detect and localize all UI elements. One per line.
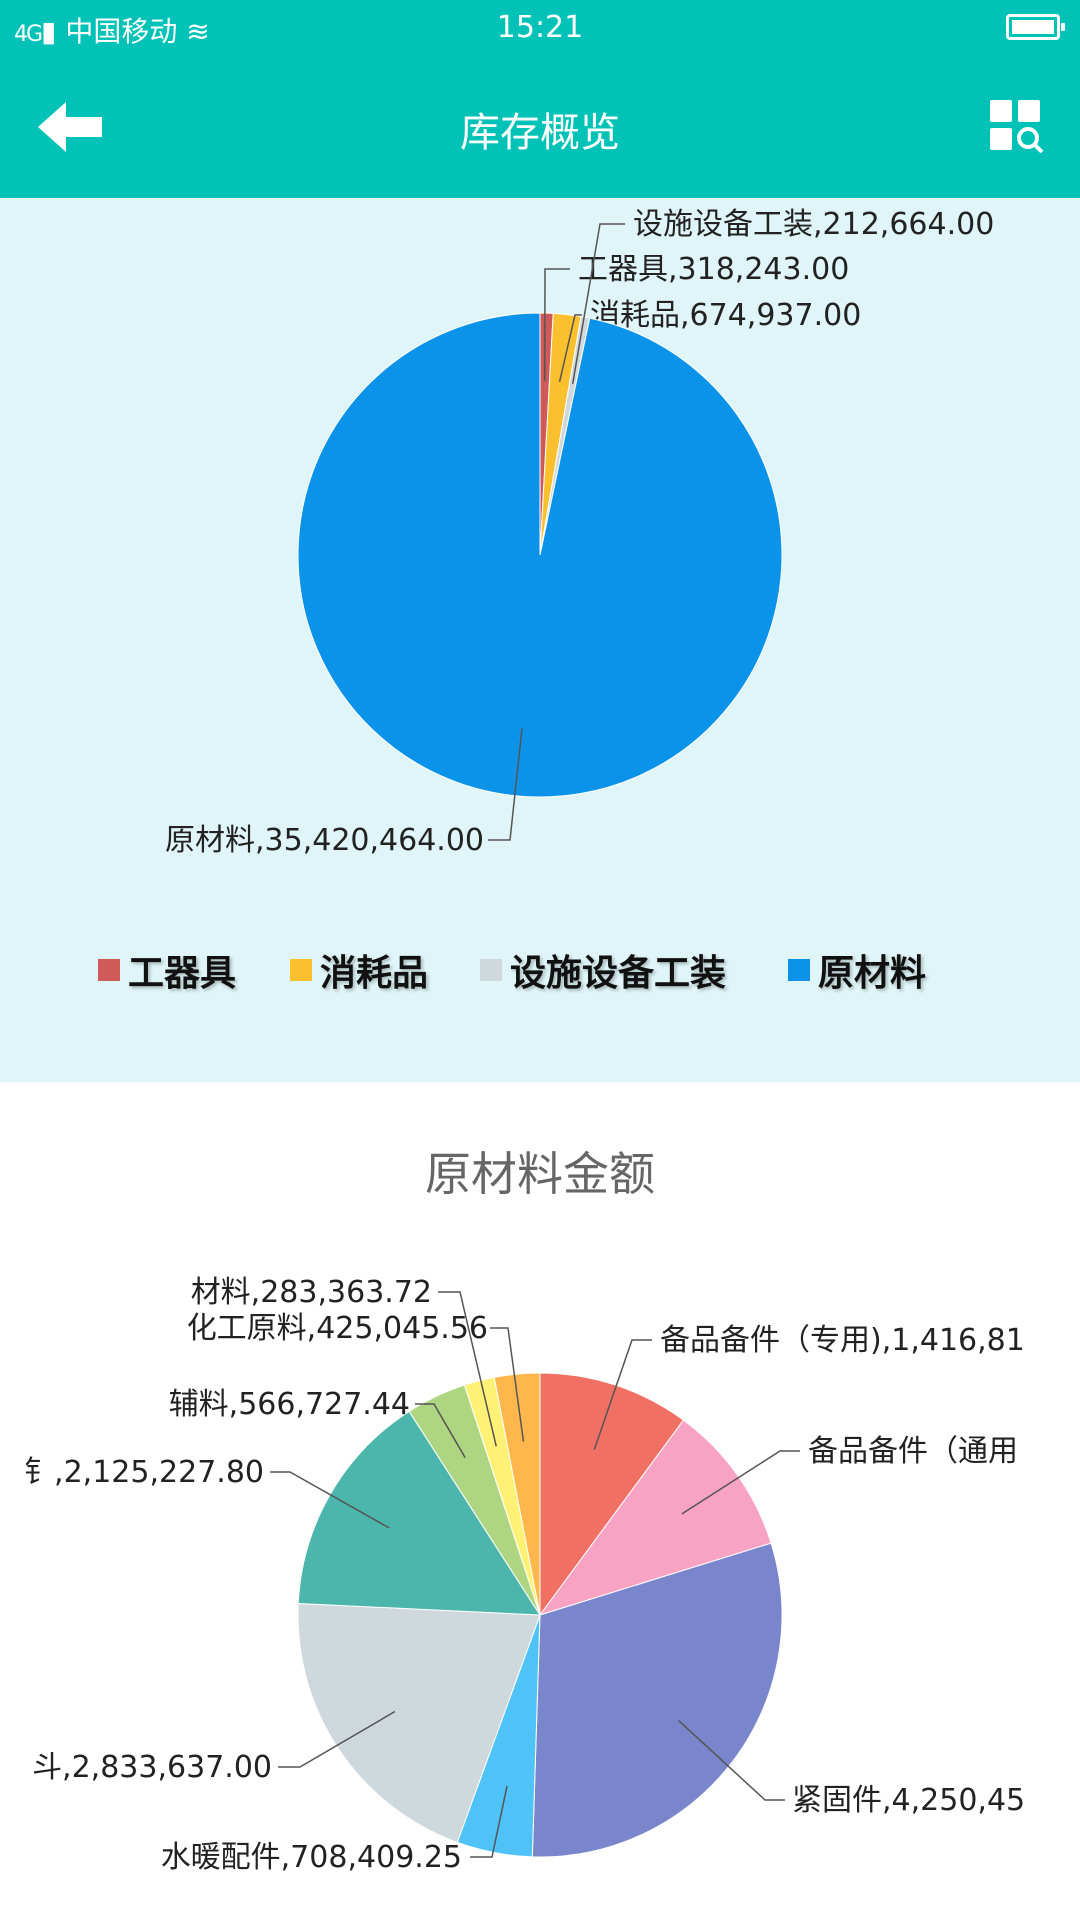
raw-material-chart-title: 原材料金额 bbox=[425, 1147, 655, 1201]
pie-slice-label: 备品备件（专用),1,416,81 bbox=[660, 1323, 1025, 1358]
page-title: 库存概览 bbox=[460, 110, 620, 156]
pie-label-leader bbox=[415, 1403, 466, 1459]
legend-item[interactable]: 消耗品 bbox=[290, 940, 428, 1000]
arrow-left-icon bbox=[38, 102, 102, 152]
pie-slice[interactable] bbox=[493, 1372, 541, 1616]
raw-material-panel: 原材料金额 备品备件（专用),1,416,81 备品备件（通用紧固件,4,250,… bbox=[0, 1082, 1080, 1920]
pie-slice[interactable] bbox=[538, 1419, 772, 1616]
legend-item[interactable]: 工器具 bbox=[98, 940, 236, 1000]
legend-label: 消耗品 bbox=[320, 953, 429, 994]
battery-icon bbox=[1006, 14, 1065, 40]
signal-icon: ▮ bbox=[41, 15, 57, 48]
inventory-pie-chart: 工器具,318,243.00 消耗品,674,937.00 设施设备工装,212,6… bbox=[165, 207, 994, 858]
back-button[interactable] bbox=[30, 92, 120, 162]
grid-search-button[interactable] bbox=[988, 98, 1044, 154]
pie-label-leader bbox=[438, 1291, 497, 1447]
pie-slice-label: 水暖配件,708,409.25 bbox=[161, 1840, 462, 1875]
legend-swatch bbox=[480, 959, 502, 981]
pie-label-leader bbox=[470, 1785, 508, 1858]
pie-label-leader bbox=[488, 728, 523, 841]
pie-label-leader bbox=[678, 1719, 785, 1801]
legend-swatch bbox=[98, 959, 120, 981]
pie-slice-label: 原材料,35,420,464.00 bbox=[165, 823, 484, 858]
wifi-icon: ≋ bbox=[186, 15, 210, 48]
inventory-summary-panel: 工器具,318,243.00 消耗品,674,937.00 设施设备工装,212,6… bbox=[0, 198, 1080, 1082]
pie-label-leader bbox=[558, 314, 582, 383]
pie-slice[interactable] bbox=[539, 1372, 685, 1617]
pie-slice[interactable] bbox=[531, 1542, 783, 1858]
pie-slice-label: 材料,283,363.72 bbox=[191, 1275, 432, 1310]
legend-label: 设施设备工装 bbox=[510, 953, 727, 994]
legend-swatch bbox=[290, 959, 312, 981]
app-bar: 库存概览 bbox=[0, 56, 1080, 198]
pie-label-leader bbox=[571, 223, 625, 384]
pie-slice-label: 备品备件（通用 bbox=[808, 1434, 1018, 1469]
pie-label-leader bbox=[544, 268, 570, 381]
inventory-legend: 工器具 消耗品 设施设备工装 原材料 bbox=[0, 940, 1080, 1000]
pie-label-leader bbox=[270, 1471, 390, 1529]
pie-label-leader bbox=[278, 1710, 396, 1768]
legend-item[interactable]: 原材料 bbox=[788, 940, 926, 1000]
pie-slice-label: 工器具,318,243.00 bbox=[578, 252, 849, 287]
pie-slice-label: 钅,2,125,227.80 bbox=[24, 1455, 264, 1490]
network-indicator: 4G▮ 中国移动 ≋ bbox=[14, 10, 210, 50]
pie-slice-label: 斗,2,833,637.00 bbox=[32, 1750, 272, 1785]
pie-label-leader bbox=[593, 1339, 652, 1450]
pie-slice-label: 辅料,566,727.44 bbox=[169, 1387, 410, 1422]
legend-label: 工器具 bbox=[128, 953, 237, 994]
pie-slice-label: 紧固件,4,250,45 bbox=[792, 1783, 1025, 1818]
legend-label: 原材料 bbox=[818, 953, 927, 994]
grid-search-icon bbox=[990, 100, 1044, 154]
status-time: 15:21 bbox=[496, 10, 584, 45]
pie-slice[interactable] bbox=[297, 1602, 541, 1844]
legend-item[interactable]: 设施设备工装 bbox=[480, 940, 726, 1000]
network-type: 4G bbox=[14, 22, 43, 47]
pie-label-leader bbox=[490, 1327, 525, 1442]
pie-slice[interactable] bbox=[297, 312, 783, 798]
pie-label-leader bbox=[681, 1450, 800, 1515]
pie-slice-label: 消耗品,674,937.00 bbox=[590, 298, 861, 333]
legend-swatch bbox=[788, 959, 810, 981]
pie-slice-label: 化工原料,425,045.56 bbox=[187, 1311, 488, 1346]
pie-slice-label: 设施设备工装,212,664.00 bbox=[633, 207, 994, 242]
carrier-name: 中国移动 bbox=[65, 15, 178, 48]
status-bar: 4G▮ 中国移动 ≋ 15:21 bbox=[0, 0, 1080, 56]
